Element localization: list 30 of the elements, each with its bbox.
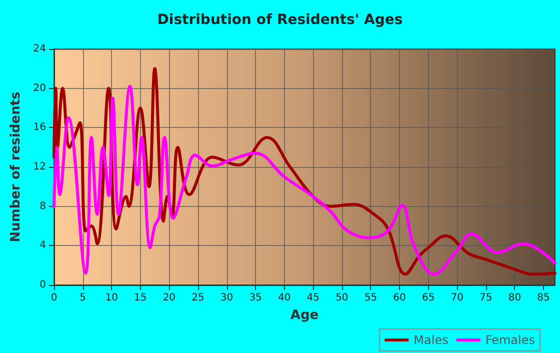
y-tick-label: 8 [40,200,46,212]
x-tick-label: 80 [508,292,522,304]
x-tick-label: 50 [336,292,348,304]
x-tick-label: 70 [450,292,464,304]
x-tick-label: 40 [278,292,291,304]
legend-label: Females [485,333,535,347]
y-tick-label: 12 [33,162,46,172]
x-tick-label: 5 [80,292,86,304]
x-tick-label: 60 [393,292,406,304]
x-tick-label: 45 [306,292,320,304]
x-tick-label: 10 [105,292,118,304]
x-tick-label: 30 [220,292,234,304]
y-tick-label: 0 [40,280,46,290]
y-tick-label: 16 [33,122,46,134]
y-axis-title: Number of residents [8,91,24,242]
y-tick-label: 24 [33,44,46,54]
chart-title: Distribution of Residents' Ages [157,12,403,28]
x-tick-label: 25 [192,292,204,304]
x-tick-label: 20 [162,292,176,304]
x-axis-title: Age [290,308,319,323]
x-tick-label: 15 [134,292,147,304]
x-tick-label: 75 [480,292,492,304]
x-tick-label: 85 [537,292,550,304]
legend-label: Males [414,333,448,347]
y-tick-label: 20 [33,82,46,94]
y-tick-label: 4 [40,240,46,252]
x-tick-label: 0 [50,292,58,304]
x-tick-label: 65 [422,292,435,304]
x-tick-label: 35 [249,292,262,304]
x-tick-label: 55 [364,292,378,304]
